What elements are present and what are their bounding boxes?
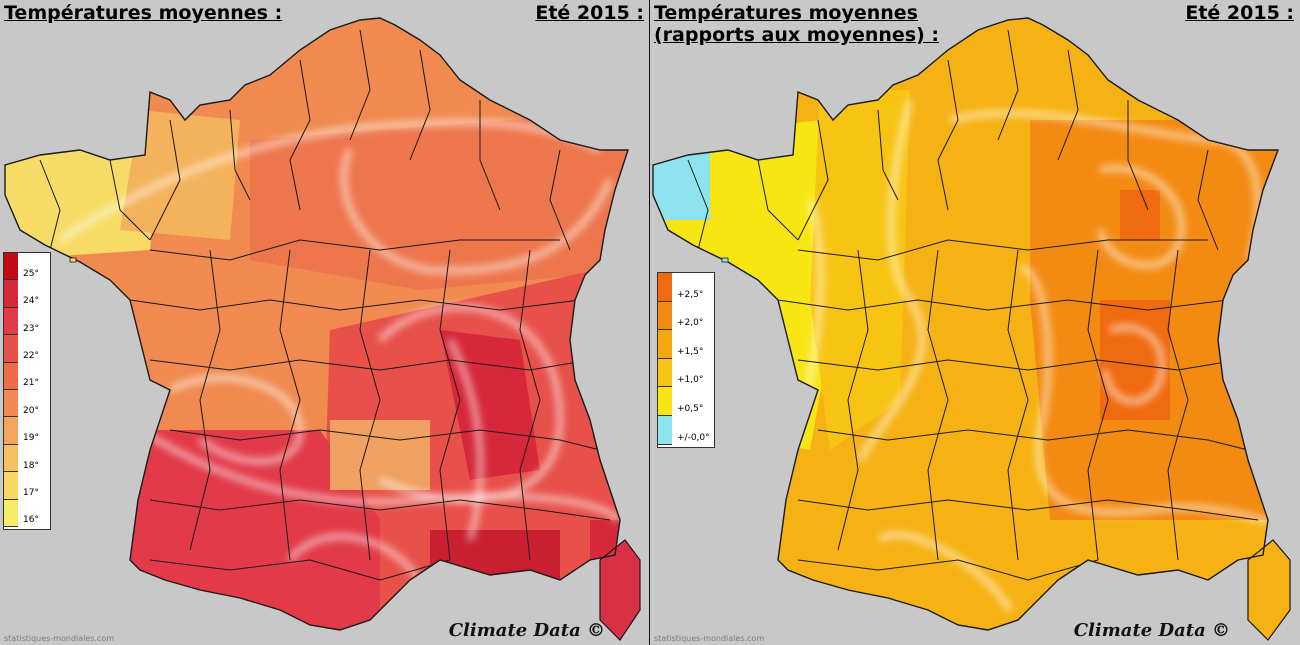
legend-anomaly-swatch bbox=[658, 330, 672, 359]
legend-absolute-swatch bbox=[4, 280, 18, 308]
legend-absolute-row: 23° bbox=[4, 307, 50, 336]
right-title-line2: (rapports aux moyennes) : bbox=[654, 24, 939, 46]
right-title: Températures moyennes (rapports aux moye… bbox=[654, 2, 939, 46]
legend-absolute-row: 19° bbox=[4, 417, 50, 445]
right-source: statistiques-mondiales.com bbox=[654, 634, 765, 643]
right-title-line1: Températures moyennes bbox=[654, 2, 918, 24]
legend-absolute-row: 22° bbox=[4, 335, 50, 363]
legend-anomaly-row: +0,5° bbox=[658, 387, 714, 416]
legend-absolute-label: 17° bbox=[23, 488, 39, 499]
legend-anomaly-label: +2,5° bbox=[677, 289, 704, 300]
left-title: Températures moyennes : bbox=[4, 2, 283, 24]
legend-anomaly-row: +2,0° bbox=[658, 301, 714, 331]
legend-absolute-row: 20° bbox=[4, 389, 50, 418]
legend-absolute-row: 16° bbox=[4, 499, 50, 527]
right-season: Eté 2015 : bbox=[1185, 2, 1294, 24]
legend-absolute-label: 23° bbox=[23, 323, 39, 334]
legend-anomaly-swatch bbox=[658, 415, 672, 445]
legend-anomaly-swatch bbox=[658, 301, 672, 331]
legend-anomaly-label: +2,0° bbox=[677, 318, 704, 329]
legend-absolute-label: 18° bbox=[23, 460, 39, 471]
legend-absolute-label: 21° bbox=[23, 378, 39, 389]
legend-anomaly: +2,5° +2,0° +1,5° +1,0° +0,5° +/-0,0° bbox=[657, 272, 715, 448]
legend-absolute-swatch bbox=[4, 417, 18, 445]
legend-absolute-row: 18° bbox=[4, 444, 50, 473]
panel-absolute-temperatures: Températures moyennes : Eté 2015 : 25° 24… bbox=[3, 2, 644, 643]
legend-absolute-label: 24° bbox=[23, 296, 39, 307]
legend-absolute-swatch bbox=[4, 499, 18, 527]
legend-absolute-swatch bbox=[4, 253, 18, 281]
legend-absolute-label: 22° bbox=[23, 351, 39, 362]
right-credit: Climate Data © bbox=[1073, 620, 1230, 641]
left-season: Eté 2015 : bbox=[535, 2, 644, 24]
legend-anomaly-swatch bbox=[658, 358, 672, 388]
left-credit: Climate Data © bbox=[448, 620, 605, 641]
legend-absolute-swatch bbox=[4, 444, 18, 473]
legend-absolute-label: 19° bbox=[23, 433, 39, 444]
legend-anomaly-label: +0,5° bbox=[677, 403, 704, 414]
legend-anomaly-row: +1,0° bbox=[658, 358, 714, 388]
legend-anomaly-row: +1,5° bbox=[658, 330, 714, 359]
legend-anomaly-swatch bbox=[658, 273, 672, 302]
legend-absolute-label: 16° bbox=[23, 515, 39, 526]
legend-absolute-swatch bbox=[4, 362, 18, 390]
legend-absolute-row: 21° bbox=[4, 362, 50, 390]
legend-absolute-swatch bbox=[4, 472, 18, 500]
legend-absolute-row: 24° bbox=[4, 280, 50, 308]
legend-absolute: 25° 24° 23° 22° 21° 20° 19° 18° 17° 16° bbox=[3, 252, 51, 530]
panel-temperature-anomaly: Températures moyennes (rapports aux moye… bbox=[650, 0, 1300, 645]
legend-anomaly-row: +2,5° bbox=[658, 273, 714, 302]
left-source: statistiques-mondiales.com bbox=[4, 634, 115, 643]
legend-anomaly-swatch bbox=[658, 387, 672, 416]
legend-absolute-swatch bbox=[4, 307, 18, 336]
legend-absolute-label: 25° bbox=[23, 268, 39, 279]
legend-anomaly-row: +/-0,0° bbox=[658, 415, 714, 445]
legend-anomaly-label: +1,5° bbox=[677, 346, 704, 357]
legend-absolute-swatch bbox=[4, 389, 18, 418]
legend-anomaly-label: +/-0,0° bbox=[677, 432, 710, 443]
legend-absolute-row: 25° bbox=[4, 253, 50, 281]
legend-absolute-row: 17° bbox=[4, 472, 50, 500]
legend-absolute-label: 20° bbox=[23, 405, 39, 416]
legend-anomaly-label: +1,0° bbox=[677, 375, 704, 386]
legend-absolute-swatch bbox=[4, 335, 18, 363]
map-temperature-anomaly bbox=[652, 17, 1291, 641]
map-absolute-temperatures bbox=[4, 17, 641, 641]
